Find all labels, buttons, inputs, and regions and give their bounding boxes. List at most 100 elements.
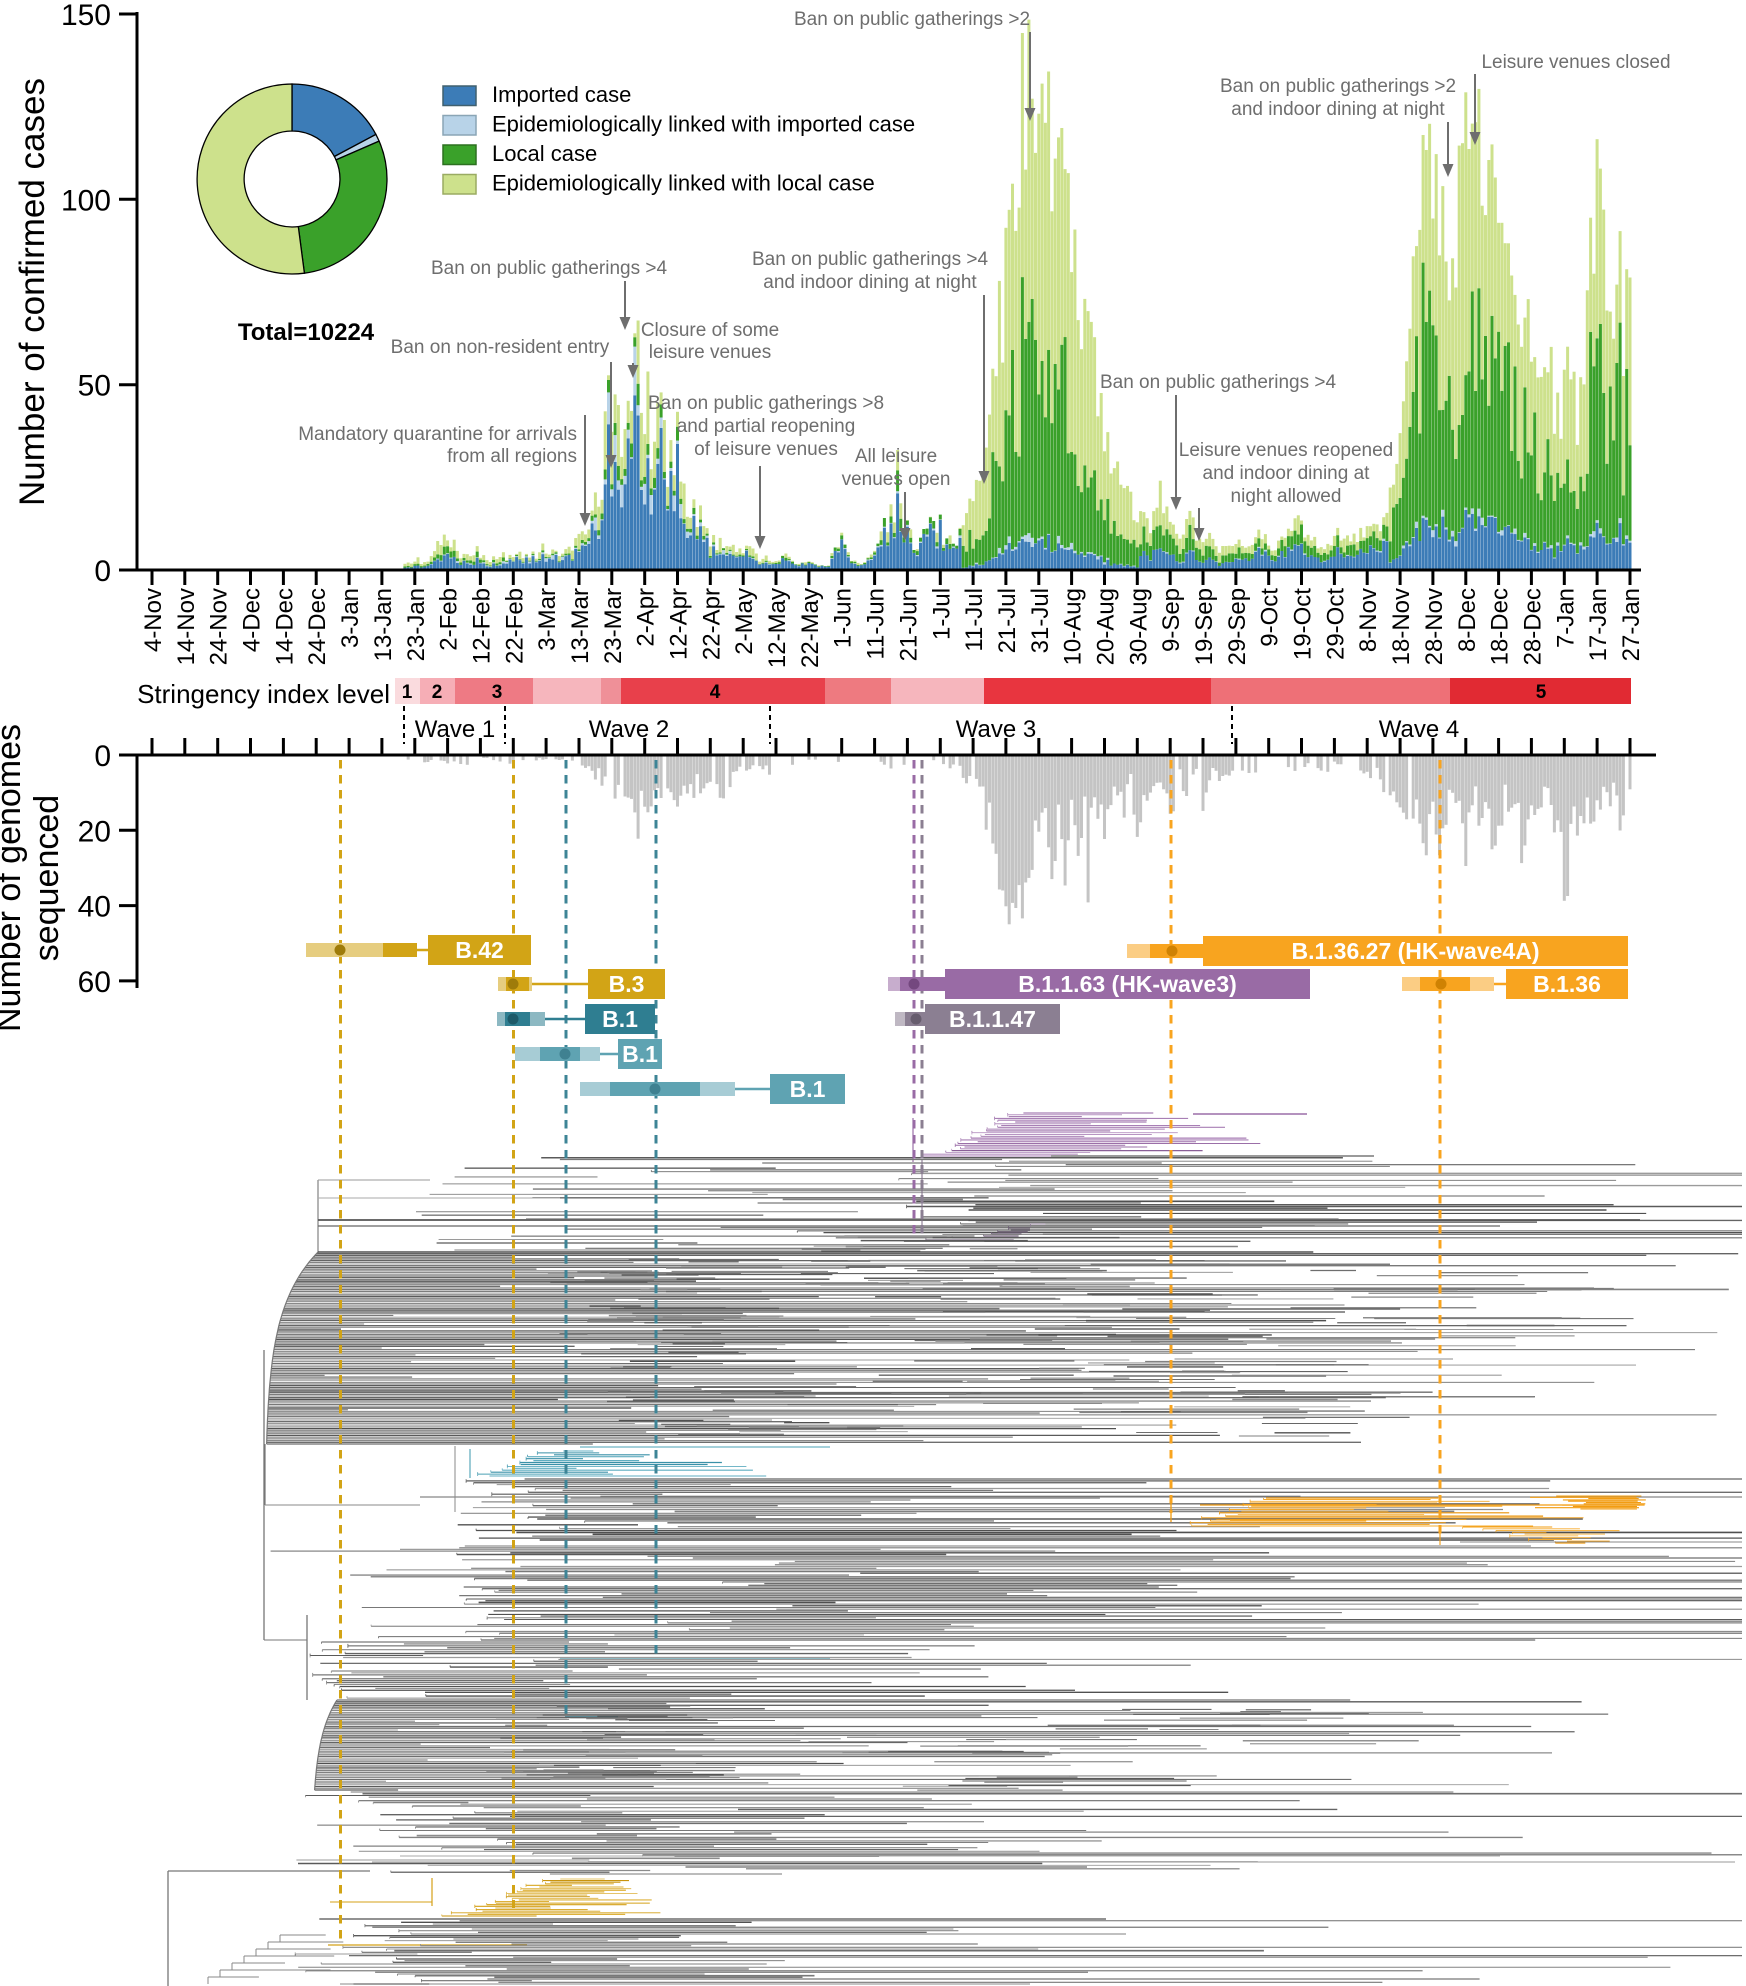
svg-text:8-Dec: 8-Dec xyxy=(1454,588,1481,652)
svg-text:B.1.36.27 (HK-wave4A): B.1.36.27 (HK-wave4A) xyxy=(1292,938,1540,964)
svg-text:and partial reopening: and partial reopening xyxy=(677,416,856,437)
svg-text:of leisure venues: of leisure venues xyxy=(694,439,838,460)
svg-text:Ban on public gatherings >4: Ban on public gatherings >4 xyxy=(431,258,668,279)
svg-text:9-Sep: 9-Sep xyxy=(1158,588,1185,652)
svg-text:60: 60 xyxy=(78,966,111,999)
svg-text:12-Feb: 12-Feb xyxy=(468,588,495,664)
svg-text:22-Apr: 22-Apr xyxy=(698,588,725,660)
svg-text:8-Nov: 8-Nov xyxy=(1355,588,1382,652)
svg-text:11-Jul: 11-Jul xyxy=(961,588,988,652)
svg-text:2: 2 xyxy=(432,682,443,703)
svg-text:40: 40 xyxy=(78,891,111,924)
svg-text:31-Jul: 31-Jul xyxy=(1027,588,1054,653)
svg-text:Imported case: Imported case xyxy=(492,82,631,107)
svg-text:3-Mar: 3-Mar xyxy=(534,588,561,651)
svg-text:Wave 2: Wave 2 xyxy=(589,716,669,743)
svg-text:Ban on public gatherings >4: Ban on public gatherings >4 xyxy=(752,249,989,270)
svg-text:4-Dec: 4-Dec xyxy=(239,588,266,652)
svg-text:Ban on public gatherings >2: Ban on public gatherings >2 xyxy=(794,9,1030,30)
svg-text:Ban on public gatherings >4: Ban on public gatherings >4 xyxy=(1100,372,1337,393)
svg-text:sequenced: sequenced xyxy=(28,795,66,961)
svg-text:Leisure venues reopened: Leisure venues reopened xyxy=(1179,440,1393,461)
svg-text:Mandatory quarantine for arriv: Mandatory quarantine for arrivals xyxy=(298,424,577,445)
svg-text:24-Nov: 24-Nov xyxy=(206,588,233,665)
svg-text:4-Nov: 4-Nov xyxy=(140,588,167,652)
svg-text:19-Sep: 19-Sep xyxy=(1191,588,1218,665)
svg-text:Wave 1: Wave 1 xyxy=(415,716,495,743)
svg-text:1-Jun: 1-Jun xyxy=(830,588,857,648)
svg-text:20: 20 xyxy=(78,815,111,848)
svg-text:Number of genomes: Number of genomes xyxy=(0,724,28,1032)
svg-text:4: 4 xyxy=(710,682,721,703)
svg-text:150: 150 xyxy=(61,0,111,32)
svg-text:29-Oct: 29-Oct xyxy=(1322,588,1349,660)
svg-text:2-Feb: 2-Feb xyxy=(436,588,463,651)
svg-text:and indoor dining at night: and indoor dining at night xyxy=(1231,99,1445,120)
svg-text:17-Jan: 17-Jan xyxy=(1585,588,1612,661)
svg-text:22-May: 22-May xyxy=(797,588,824,668)
svg-text:All leisure: All leisure xyxy=(855,446,937,467)
svg-text:21-Jun: 21-Jun xyxy=(895,588,922,661)
svg-text:night allowed: night allowed xyxy=(1231,486,1342,507)
svg-text:13-Mar: 13-Mar xyxy=(567,588,594,664)
svg-text:and indoor dining at night: and indoor dining at night xyxy=(763,272,977,293)
svg-text:5: 5 xyxy=(1536,682,1547,703)
svg-text:23-Jan: 23-Jan xyxy=(403,588,430,661)
svg-text:B.3: B.3 xyxy=(609,971,645,997)
svg-text:B.1.36: B.1.36 xyxy=(1533,971,1601,997)
svg-text:29-Sep: 29-Sep xyxy=(1224,588,1251,665)
svg-text:12-May: 12-May xyxy=(764,588,791,668)
svg-text:7-Jan: 7-Jan xyxy=(1552,588,1579,648)
svg-text:1-Jul: 1-Jul xyxy=(928,588,955,640)
svg-text:B.1: B.1 xyxy=(622,1041,658,1067)
svg-text:18-Dec: 18-Dec xyxy=(1487,588,1514,665)
svg-text:22-Feb: 22-Feb xyxy=(501,588,528,664)
svg-text:Ban on public gatherings >2: Ban on public gatherings >2 xyxy=(1220,76,1456,97)
svg-text:leisure venues: leisure venues xyxy=(649,342,772,363)
svg-text:B.42: B.42 xyxy=(455,937,504,963)
svg-text:3-Jan: 3-Jan xyxy=(337,588,364,648)
svg-text:B.1.1.63 (HK-wave3): B.1.1.63 (HK-wave3) xyxy=(1018,971,1237,997)
svg-text:Local case: Local case xyxy=(492,141,597,166)
svg-text:11-Jun: 11-Jun xyxy=(863,588,890,660)
svg-text:2-Apr: 2-Apr xyxy=(633,588,660,647)
svg-text:Number of confirmed cases: Number of confirmed cases xyxy=(13,78,52,506)
svg-text:21-Jul: 21-Jul xyxy=(994,588,1021,653)
svg-text:B.1.1.47: B.1.1.47 xyxy=(949,1006,1036,1032)
svg-text:Wave 4: Wave 4 xyxy=(1379,716,1459,743)
svg-text:Epidemiologically linked with: Epidemiologically linked with local case xyxy=(492,171,875,196)
svg-text:0: 0 xyxy=(94,555,111,588)
svg-text:3: 3 xyxy=(492,682,503,703)
svg-text:10-Aug: 10-Aug xyxy=(1060,588,1087,665)
svg-text:Ban on non-resident entry: Ban on non-resident entry xyxy=(391,337,610,358)
svg-text:18-Nov: 18-Nov xyxy=(1388,588,1415,665)
svg-text:Ban on public gatherings >8: Ban on public gatherings >8 xyxy=(648,393,884,414)
svg-text:Total=10224: Total=10224 xyxy=(238,319,375,346)
svg-text:B.1: B.1 xyxy=(790,1076,826,1102)
svg-text:Closure of some: Closure of some xyxy=(641,320,779,341)
svg-text:0: 0 xyxy=(94,740,111,773)
svg-text:2-May: 2-May xyxy=(731,588,758,655)
svg-text:13-Jan: 13-Jan xyxy=(370,588,397,661)
svg-text:venues open: venues open xyxy=(842,469,951,490)
svg-text:28-Dec: 28-Dec xyxy=(1519,588,1546,665)
svg-text:Wave 3: Wave 3 xyxy=(956,716,1036,743)
svg-text:23-Mar: 23-Mar xyxy=(600,588,627,664)
svg-text:27-Jan: 27-Jan xyxy=(1618,588,1645,661)
svg-text:50: 50 xyxy=(78,370,111,403)
svg-text:100: 100 xyxy=(61,184,111,217)
svg-text:9-Oct: 9-Oct xyxy=(1257,588,1284,647)
svg-text:14-Dec: 14-Dec xyxy=(271,588,298,665)
svg-text:28-Nov: 28-Nov xyxy=(1421,588,1448,665)
svg-text:Stringency index level: Stringency index level xyxy=(137,679,390,709)
svg-text:Epidemiologically linked with: Epidemiologically linked with imported c… xyxy=(492,112,915,137)
svg-text:Leisure venues closed: Leisure venues closed xyxy=(1481,52,1670,73)
svg-text:14-Nov: 14-Nov xyxy=(173,588,200,665)
svg-text:B.1: B.1 xyxy=(602,1006,638,1032)
svg-text:and indoor dining at: and indoor dining at xyxy=(1203,463,1371,484)
svg-text:1: 1 xyxy=(402,682,413,703)
svg-text:30-Aug: 30-Aug xyxy=(1125,588,1152,665)
svg-text:20-Aug: 20-Aug xyxy=(1092,588,1119,665)
svg-text:24-Dec: 24-Dec xyxy=(304,588,331,665)
svg-text:19-Oct: 19-Oct xyxy=(1290,588,1317,660)
